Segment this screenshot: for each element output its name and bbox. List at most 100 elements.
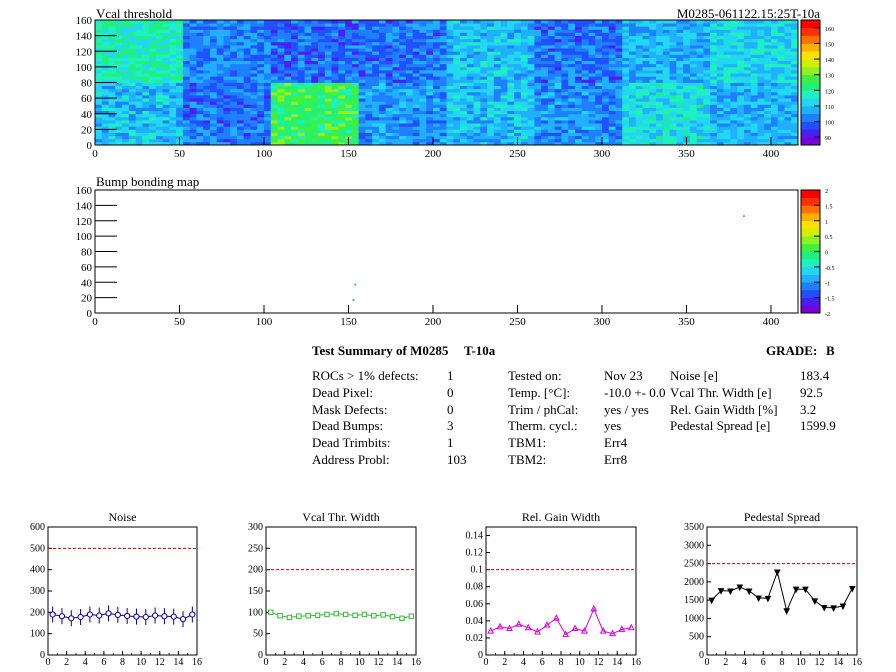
heatmap-cell — [155, 85, 163, 90]
heatmap-cell — [365, 126, 373, 130]
heatmap-cell — [419, 126, 427, 130]
heatmap-cell — [372, 51, 380, 55]
heatmap-cell — [223, 107, 231, 112]
heatmap-cell — [284, 26, 292, 30]
heatmap-cell — [696, 126, 704, 130]
heatmap-cell — [345, 70, 353, 74]
heatmap-cell — [277, 120, 285, 124]
heatmap-cell — [169, 57, 177, 62]
heatmap-cell — [703, 107, 711, 112]
heatmap-cell — [365, 38, 373, 43]
heatmap-cell — [439, 120, 447, 124]
heatmap-cell — [331, 32, 339, 37]
heatmap-cell — [588, 70, 596, 74]
heatmap-cell — [115, 48, 123, 52]
heatmap-cell — [595, 32, 603, 37]
heatmap-cell — [324, 113, 332, 118]
heatmap-cell — [426, 26, 434, 30]
heatmap-cell — [561, 95, 569, 99]
data-point — [590, 604, 598, 612]
heatmap-cell — [128, 48, 136, 52]
heatmap-cell — [514, 29, 522, 33]
heatmap-cell — [574, 35, 583, 40]
heatmap-cell — [169, 70, 177, 74]
heatmap-cell — [209, 104, 218, 108]
heatmap-cell — [689, 104, 698, 108]
heatmap-cell — [399, 29, 407, 33]
heatmap-cell — [318, 48, 326, 52]
heatmap-cell — [385, 79, 393, 83]
heatmap-cell — [500, 32, 508, 37]
heatmap-cell — [189, 138, 197, 143]
heatmap-cell — [507, 60, 515, 65]
heatmap-cell — [439, 116, 447, 121]
heatmap-cell — [777, 101, 785, 105]
heatmap-cell — [412, 82, 420, 87]
heatmap-cell — [689, 48, 698, 52]
heatmap-cell — [345, 129, 353, 133]
heatmap-cell — [520, 51, 529, 55]
heatmap-cell — [514, 60, 522, 65]
heatmap-cell — [142, 132, 150, 137]
heatmap-cell — [412, 85, 420, 90]
heatmap-cell — [318, 85, 326, 90]
heatmap-cell — [108, 20, 116, 24]
heatmap-cell — [304, 101, 312, 105]
heatmap-cell — [142, 85, 150, 90]
heatmap-cell — [487, 70, 495, 74]
heatmap-cell — [250, 48, 258, 52]
heatmap-cell — [257, 48, 265, 52]
heatmap-cell — [392, 76, 400, 80]
heatmap-cell — [615, 20, 623, 24]
heatmap-cell — [304, 110, 312, 115]
heatmap-cell — [716, 110, 725, 115]
heatmap-cell — [710, 32, 718, 37]
heatmap-cell — [588, 45, 596, 49]
heatmap-cell — [101, 66, 109, 71]
heatmap-cell — [473, 32, 481, 37]
heatmap-cell — [345, 79, 353, 83]
heatmap-cell — [108, 126, 116, 130]
heatmap-cell — [95, 113, 103, 118]
heatmap-cell — [101, 29, 109, 33]
heatmap-cell — [743, 35, 752, 40]
heatmap-cell — [703, 51, 711, 55]
heatmap-cell — [554, 132, 562, 137]
heatmap-cell — [304, 26, 312, 30]
heatmap-cell — [365, 66, 373, 71]
heatmap-cell — [716, 63, 725, 68]
heatmap-cell — [446, 85, 454, 90]
heatmap-cell — [642, 73, 650, 77]
heatmap-cell — [122, 82, 130, 87]
heatmap-cell — [750, 66, 758, 71]
heatmap-cell — [439, 138, 447, 143]
heatmap-cell — [250, 95, 258, 99]
heatmap-cell — [696, 48, 704, 52]
heatmap-cell — [95, 82, 103, 87]
heatmap-cell — [541, 66, 549, 71]
grade-value: B — [826, 343, 835, 358]
heatmap-cell — [263, 70, 272, 74]
heatmap-cell — [439, 70, 447, 74]
y-tick-label: 20 — [81, 124, 93, 136]
heatmap-cell — [595, 51, 603, 55]
heatmap-cell — [500, 20, 508, 24]
heatmap-cell — [324, 135, 332, 140]
heatmap-cell — [541, 116, 549, 121]
heatmap-cell — [507, 129, 515, 133]
heatmap-cell — [716, 66, 725, 71]
heatmap-cell — [108, 107, 116, 112]
heatmap-cell — [635, 38, 643, 43]
heatmap-cell — [115, 135, 123, 140]
heatmap-cell — [547, 41, 556, 46]
heatmap-cell — [196, 123, 204, 127]
heatmap-cell — [676, 82, 684, 87]
heatmap-cell — [635, 123, 643, 127]
heatmap-cell — [338, 26, 346, 30]
heatmap-cell — [128, 141, 136, 145]
heatmap-cell — [203, 116, 211, 121]
x-tick-label: 10 — [136, 657, 146, 668]
heatmap-cell — [507, 95, 515, 99]
heatmap-cell — [351, 51, 360, 55]
heatmap-cell — [581, 110, 589, 115]
